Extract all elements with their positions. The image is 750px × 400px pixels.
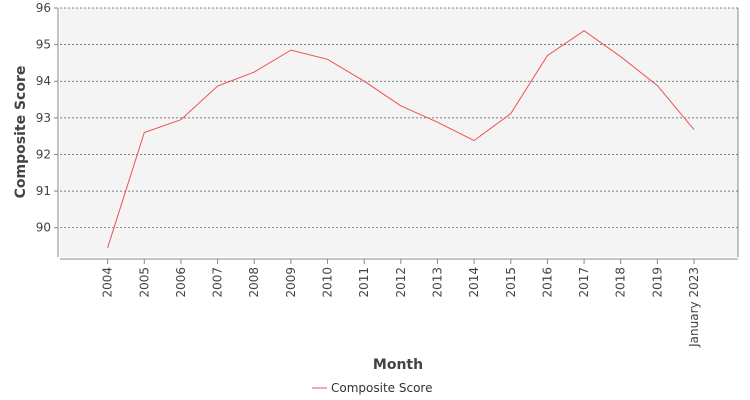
x-axis-ticks: 2004 2005 2006 2007 2008 2009 2010 2011 2012 2013… <box>101 259 701 348</box>
data-point <box>143 131 146 134</box>
y-tick-label: 93 <box>36 111 51 125</box>
x-tick-label: January 2023 <box>687 267 701 348</box>
data-point <box>326 58 329 61</box>
data-point <box>253 71 256 74</box>
series-group <box>106 29 696 249</box>
series-line <box>107 30 695 248</box>
data-point <box>179 118 182 121</box>
data-point <box>289 49 292 52</box>
x-tick-label: 2015 <box>504 267 518 298</box>
x-tick-label: 2017 <box>577 267 591 298</box>
data-point <box>363 80 366 83</box>
x-axis-label: Month <box>373 357 423 373</box>
y-tick-label: 96 <box>36 1 51 15</box>
x-tick-label: 2019 <box>650 267 664 298</box>
x-tick-label: 2012 <box>394 267 408 298</box>
legend-label: Composite Score <box>331 381 432 395</box>
data-point <box>436 121 439 124</box>
y-tick-label: 92 <box>36 147 51 161</box>
plot-area <box>60 8 738 257</box>
x-tick-label: 2005 <box>137 267 151 298</box>
data-point <box>619 55 622 58</box>
data-point <box>106 246 109 249</box>
data-point <box>546 54 549 57</box>
x-tick-label: 2014 <box>467 267 481 298</box>
data-point <box>473 139 476 142</box>
data-point <box>693 128 696 131</box>
y-tick-label: 94 <box>36 74 51 88</box>
legend: Composite Score <box>312 381 432 395</box>
x-tick-label: 2007 <box>211 267 225 298</box>
data-point <box>216 84 219 87</box>
y-axis-ticks: 90 91 92 93 94 95 96 <box>36 1 58 235</box>
y-tick-label: 90 <box>36 221 51 235</box>
x-tick-label: 2013 <box>430 267 444 298</box>
x-tick-label: 2006 <box>174 267 188 298</box>
x-tick-label: 2009 <box>284 267 298 298</box>
y-tick-label: 91 <box>36 184 51 198</box>
x-tick-label: 2018 <box>614 267 628 298</box>
x-tick-label: 2016 <box>540 267 554 298</box>
x-tick-label: 2004 <box>101 267 115 298</box>
data-point <box>583 29 586 32</box>
x-tick-label: 2008 <box>247 267 261 298</box>
x-tick-label: 2011 <box>357 267 371 298</box>
gridlines <box>60 7 738 229</box>
data-point <box>509 112 512 115</box>
data-point <box>656 84 659 87</box>
y-axis-label: Composite Score <box>13 66 29 199</box>
data-point <box>399 104 402 107</box>
x-tick-label: 2010 <box>321 267 335 298</box>
y-tick-label: 95 <box>36 38 51 52</box>
